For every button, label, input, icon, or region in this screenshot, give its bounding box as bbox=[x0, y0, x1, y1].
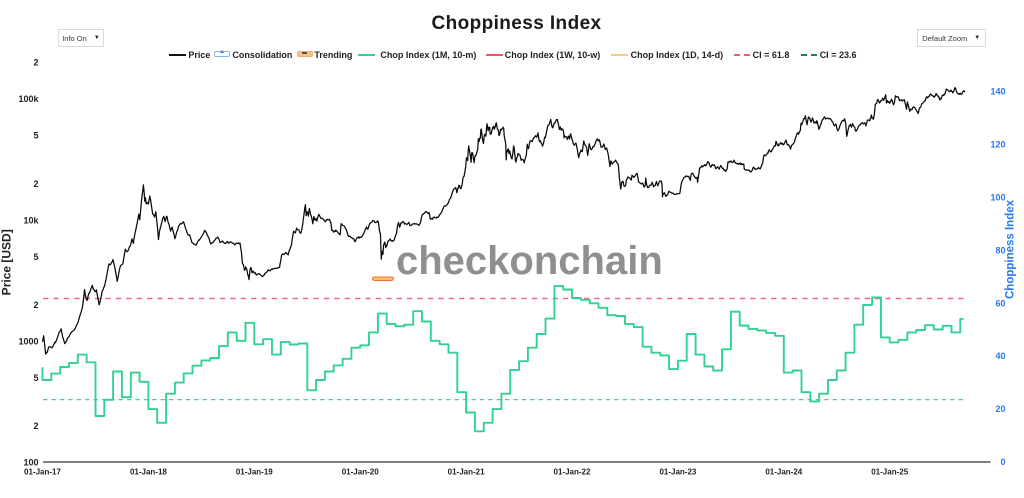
svg-text:01-Jan-21: 01-Jan-21 bbox=[448, 468, 485, 477]
svg-text:5: 5 bbox=[33, 373, 38, 383]
svg-text:01-Jan-24: 01-Jan-24 bbox=[765, 468, 802, 477]
svg-text:01-Jan-20: 01-Jan-20 bbox=[342, 468, 379, 477]
svg-text:80: 80 bbox=[995, 245, 1005, 255]
svg-text:0: 0 bbox=[1000, 457, 1005, 467]
svg-text:01-Jan-19: 01-Jan-19 bbox=[236, 468, 273, 477]
svg-text:40: 40 bbox=[995, 351, 1005, 361]
svg-text:100k: 100k bbox=[18, 94, 39, 104]
svg-text:Choppiness Index: Choppiness Index bbox=[1004, 199, 1016, 299]
svg-text:01-Jan-22: 01-Jan-22 bbox=[554, 468, 591, 477]
svg-text:10k: 10k bbox=[23, 215, 39, 225]
svg-text:100: 100 bbox=[990, 192, 1005, 202]
svg-text:60: 60 bbox=[995, 298, 1005, 308]
svg-text:2: 2 bbox=[33, 421, 38, 431]
svg-text:140: 140 bbox=[990, 87, 1005, 97]
svg-text:2: 2 bbox=[33, 179, 38, 189]
svg-text:120: 120 bbox=[990, 140, 1005, 150]
svg-text:01-Jan-25: 01-Jan-25 bbox=[871, 468, 908, 477]
svg-text:Price [USD]: Price [USD] bbox=[0, 229, 14, 295]
svg-text:2: 2 bbox=[33, 300, 38, 310]
svg-text:100: 100 bbox=[23, 458, 38, 468]
svg-text:01-Jan-18: 01-Jan-18 bbox=[130, 468, 167, 477]
svg-text:20: 20 bbox=[995, 404, 1005, 414]
svg-text:01-Jan-23: 01-Jan-23 bbox=[659, 468, 696, 477]
svg-text:01-Jan-17: 01-Jan-17 bbox=[24, 468, 61, 477]
svg-text:5: 5 bbox=[33, 131, 38, 141]
svg-text:5: 5 bbox=[33, 252, 38, 262]
svg-text:checkonchain: checkonchain bbox=[396, 239, 663, 283]
svg-text:2: 2 bbox=[33, 58, 38, 68]
svg-text:1000: 1000 bbox=[18, 336, 38, 346]
